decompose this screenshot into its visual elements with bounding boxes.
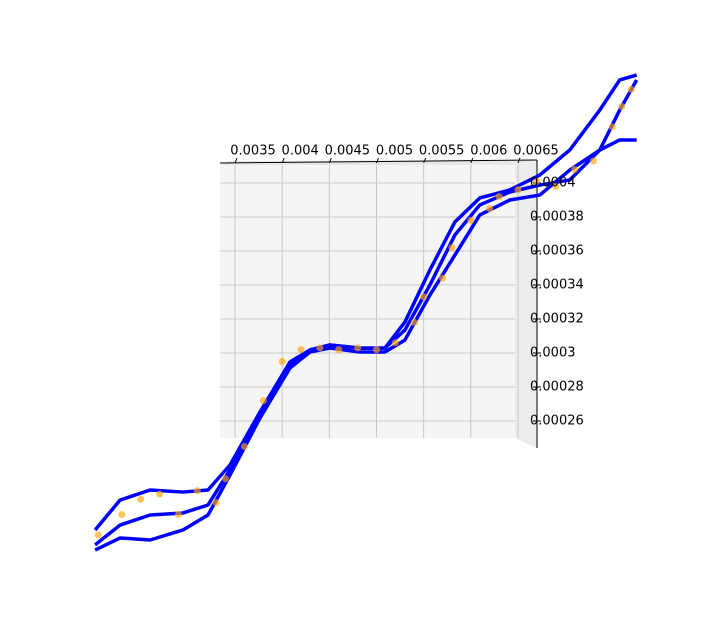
scatter-point bbox=[212, 499, 220, 507]
x-axis-line bbox=[219, 159, 538, 164]
scatter-point bbox=[552, 182, 560, 190]
scatter-point bbox=[391, 339, 399, 347]
scatter-point bbox=[137, 495, 145, 503]
y-tick-label: 0.00038 bbox=[530, 210, 584, 225]
x-tick bbox=[234, 157, 238, 164]
x-tick bbox=[328, 157, 332, 164]
x-tick bbox=[517, 157, 521, 164]
scatter-point bbox=[297, 346, 305, 354]
x-tick-label: 0.0045 bbox=[325, 144, 371, 159]
scatter-point bbox=[222, 475, 230, 483]
scatter-point bbox=[316, 344, 324, 352]
x-tick bbox=[470, 157, 474, 164]
labels: 0.0035 0.004 0.0045 0.005 0.0055 0.006 0.0065 0… bbox=[230, 144, 584, 429]
x-tick bbox=[423, 157, 427, 164]
scatter-point bbox=[278, 358, 286, 365]
scatter-point bbox=[439, 274, 447, 282]
scatter-point bbox=[174, 511, 182, 518]
scatter-point bbox=[118, 511, 126, 518]
scatter-point bbox=[467, 216, 475, 224]
grid bbox=[220, 157, 541, 438]
scatter-point bbox=[627, 86, 635, 93]
x-tick-label: 0.006 bbox=[470, 144, 507, 159]
scatter-point bbox=[448, 244, 456, 252]
scatter-point bbox=[571, 165, 579, 173]
scatter-point bbox=[608, 123, 616, 131]
scatter-point bbox=[589, 157, 597, 165]
scatter-point bbox=[410, 318, 418, 326]
x-tick-label: 0.0055 bbox=[419, 144, 465, 159]
scatter-point bbox=[94, 531, 102, 539]
x-tick-label: 0.0035 bbox=[230, 144, 276, 159]
scatter-point bbox=[495, 193, 503, 201]
scatter-point bbox=[618, 103, 626, 110]
x-tick-label: 0.004 bbox=[282, 144, 319, 159]
y-tick-label: 0.00026 bbox=[530, 414, 584, 429]
y-tick-label: 0.00036 bbox=[530, 244, 584, 259]
scatter-point bbox=[486, 205, 494, 212]
y-tick-label: 0.00034 bbox=[530, 278, 584, 293]
scatter-point bbox=[533, 177, 541, 185]
y-tick-label: 0.0003 bbox=[530, 346, 576, 361]
scatter-point bbox=[335, 346, 343, 354]
x-tick-label: 0.0065 bbox=[513, 144, 559, 159]
scatter-point bbox=[156, 490, 164, 498]
x-tick-label: 0.005 bbox=[376, 144, 413, 159]
scatter-point bbox=[259, 397, 267, 405]
x-tick bbox=[281, 157, 285, 164]
y-tick-label: 0.0004 bbox=[530, 176, 576, 191]
y-tick-label: 0.00032 bbox=[530, 312, 584, 327]
y-tick-label: 0.00028 bbox=[530, 380, 584, 395]
scatter-point bbox=[373, 346, 380, 354]
x-tick bbox=[376, 157, 379, 164]
curve bbox=[94, 138, 637, 552]
scatter-point bbox=[514, 186, 522, 194]
scatter-point bbox=[193, 487, 201, 495]
scatter-point bbox=[354, 344, 362, 352]
scatter-point bbox=[420, 293, 428, 301]
side-pane bbox=[515, 160, 537, 448]
marks bbox=[93, 73, 639, 552]
scatter-point bbox=[240, 443, 248, 450]
